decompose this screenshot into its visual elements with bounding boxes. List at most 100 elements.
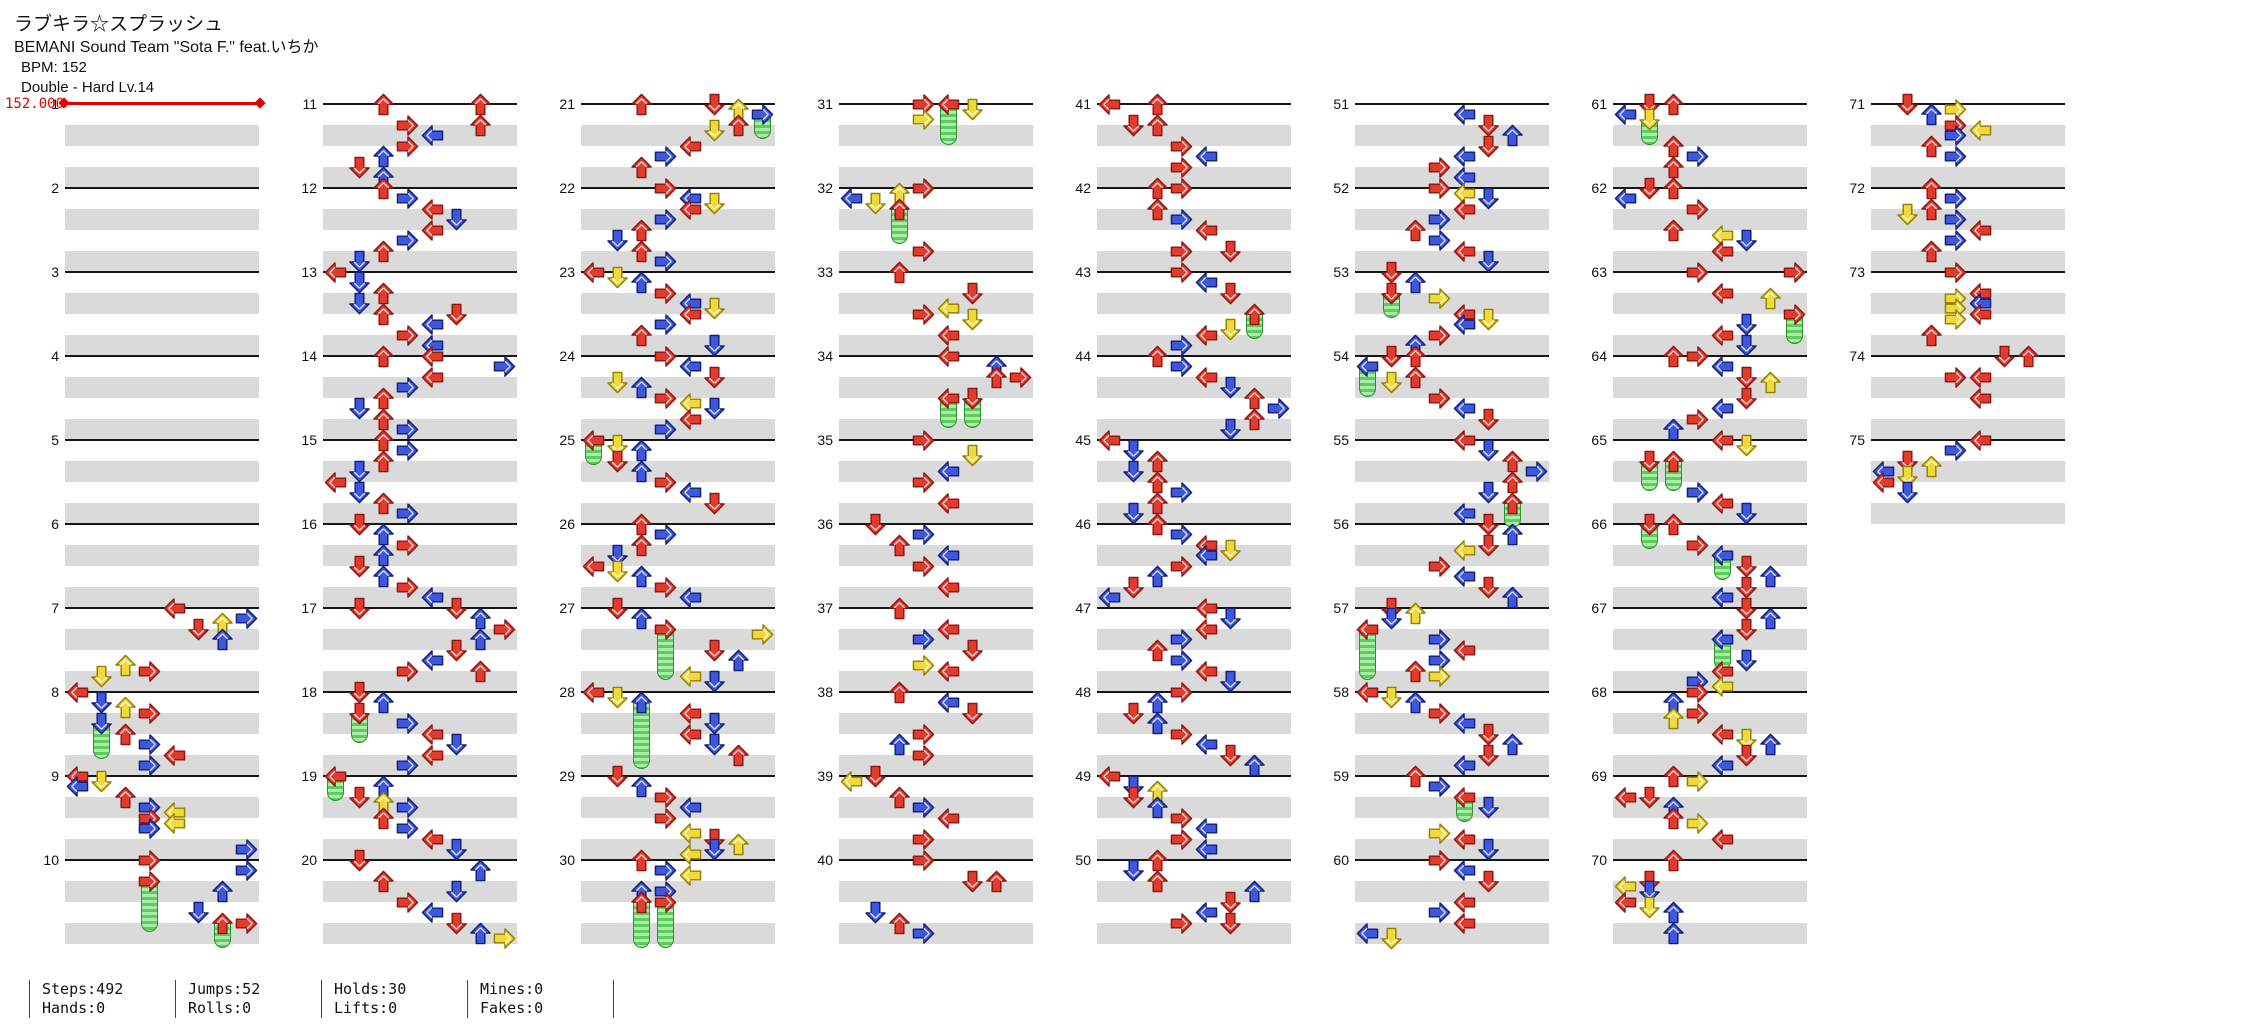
arrow-right-icon [912,849,935,872]
arrow-up-icon [1146,93,1169,116]
arrow-right-icon [751,623,774,646]
arrow-left-icon [679,408,702,431]
measure-22: 22 [559,177,775,272]
arrow-up-icon [888,733,911,756]
arrow-left-icon [1614,187,1637,210]
stat-hands: Hands:0 [42,999,106,1017]
arrow-up-icon [630,691,653,714]
arrow-up-icon [1920,103,1943,126]
arrow-down-icon [1896,481,1919,504]
arrow-right-icon [912,93,935,116]
arrow-up-icon [469,922,492,945]
arrow-down-icon [90,691,113,714]
arrow-left-icon [1098,586,1121,609]
measure-54: 54 [1333,345,1549,440]
measure-number: 16 [301,516,317,532]
arrow-down-icon [1638,880,1661,903]
arrow-up-icon [372,523,395,546]
arrow-down-icon [1219,891,1242,914]
arrow-up-icon [888,912,911,935]
arrow-up-icon [469,628,492,651]
arrow-up-icon [372,145,395,168]
arrow-up-icon [1146,513,1169,536]
arrow-right-icon [1170,261,1193,284]
stats-end-divider [613,980,614,1018]
arrow-up-icon [630,271,653,294]
arrow-left-icon [1195,271,1218,294]
measure-66: 66 [1591,513,1807,608]
arrow-left-icon [679,135,702,158]
arrow-right-icon [912,471,935,494]
measure-25: 25 [559,429,775,524]
arrow-up-icon [888,681,911,704]
arrow-right-icon [1686,198,1709,221]
arrow-down-icon [864,901,887,924]
measure-column-7: 61 62 63 64 65 66 67 68 69 70 [1591,93,1807,945]
measure-45: 45 [1075,429,1291,525]
measure-60: 60 [1333,849,1549,950]
stat-group-mines: Mines:0 Fakes:0 [467,980,613,1018]
measure-65: 65 [1591,429,1807,525]
arrow-left-icon [324,765,347,788]
measure-number: 3 [51,264,59,280]
arrow-down-icon [1735,387,1758,410]
arrow-left-icon [937,618,960,641]
arrow-right-icon [396,754,419,777]
arrow-right-icon [1428,177,1451,200]
arrow-down-icon [90,712,113,735]
arrow-left-icon [1098,429,1121,452]
arrow-left-icon [1195,366,1218,389]
arrow-up-icon [1146,691,1169,714]
measure-column-5: 41 42 43 44 45 46 47 48 49 50 [1075,93,1291,944]
arrow-right-icon [396,324,419,347]
arrow-down-icon [1735,313,1758,336]
measure-49: 49 [1075,765,1291,860]
arrow-right-icon [912,922,935,945]
arrow-up-icon [630,891,653,914]
arrow-down-icon [445,912,468,935]
measure-58: 58 [1333,681,1549,776]
arrow-right-icon [493,618,516,641]
arrow-right-icon [138,733,161,756]
arrow-down-icon [1896,465,1919,488]
arrow-up-icon [630,156,653,179]
arrow-down-icon [348,702,371,725]
arrow-up-icon [630,324,653,347]
arrow-right-icon [1944,124,1967,147]
arrow-left-icon [421,366,444,389]
arrow-down-icon [1219,318,1242,341]
arrow-down-icon [1477,439,1500,462]
measure-number: 17 [301,600,317,616]
arrow-left-icon [1711,675,1734,698]
arrow-down-icon [348,597,371,620]
measure-52: 52 [1333,177,1549,273]
arrow-left-icon [1453,828,1476,851]
arrow-right-icon [654,177,677,200]
measure-29: 29 [559,765,775,866]
arrow-left-icon [1453,786,1476,809]
arrow-up-icon [114,786,137,809]
measure-56: 56 [1333,513,1549,609]
arrow-up-icon [372,429,395,452]
arrow-left-icon [937,324,960,347]
measure-number: 15 [301,432,317,448]
arrow-down-icon [348,786,371,809]
stat-group-steps: Steps:492 Hands:0 [29,980,175,1018]
arrow-right-icon [1686,145,1709,168]
arrow-left-icon [1098,93,1121,116]
measure-19: 19 [301,765,517,861]
arrow-right-icon [654,786,677,809]
measure-30: 30 [559,849,775,948]
arrow-up-icon [1404,219,1427,242]
measure-number: 36 [817,516,833,532]
arrow-right-icon [396,576,419,599]
arrow-up-icon [630,534,653,557]
measure-number: 72 [1849,180,1865,196]
arrow-down-icon [1735,366,1758,389]
arrow-left-icon [1356,681,1379,704]
arrow-down-icon [606,544,629,567]
arrow-up-icon [1662,901,1685,924]
arrow-right-icon [654,523,677,546]
arrow-down-icon [348,481,371,504]
arrow-up-icon [888,534,911,557]
